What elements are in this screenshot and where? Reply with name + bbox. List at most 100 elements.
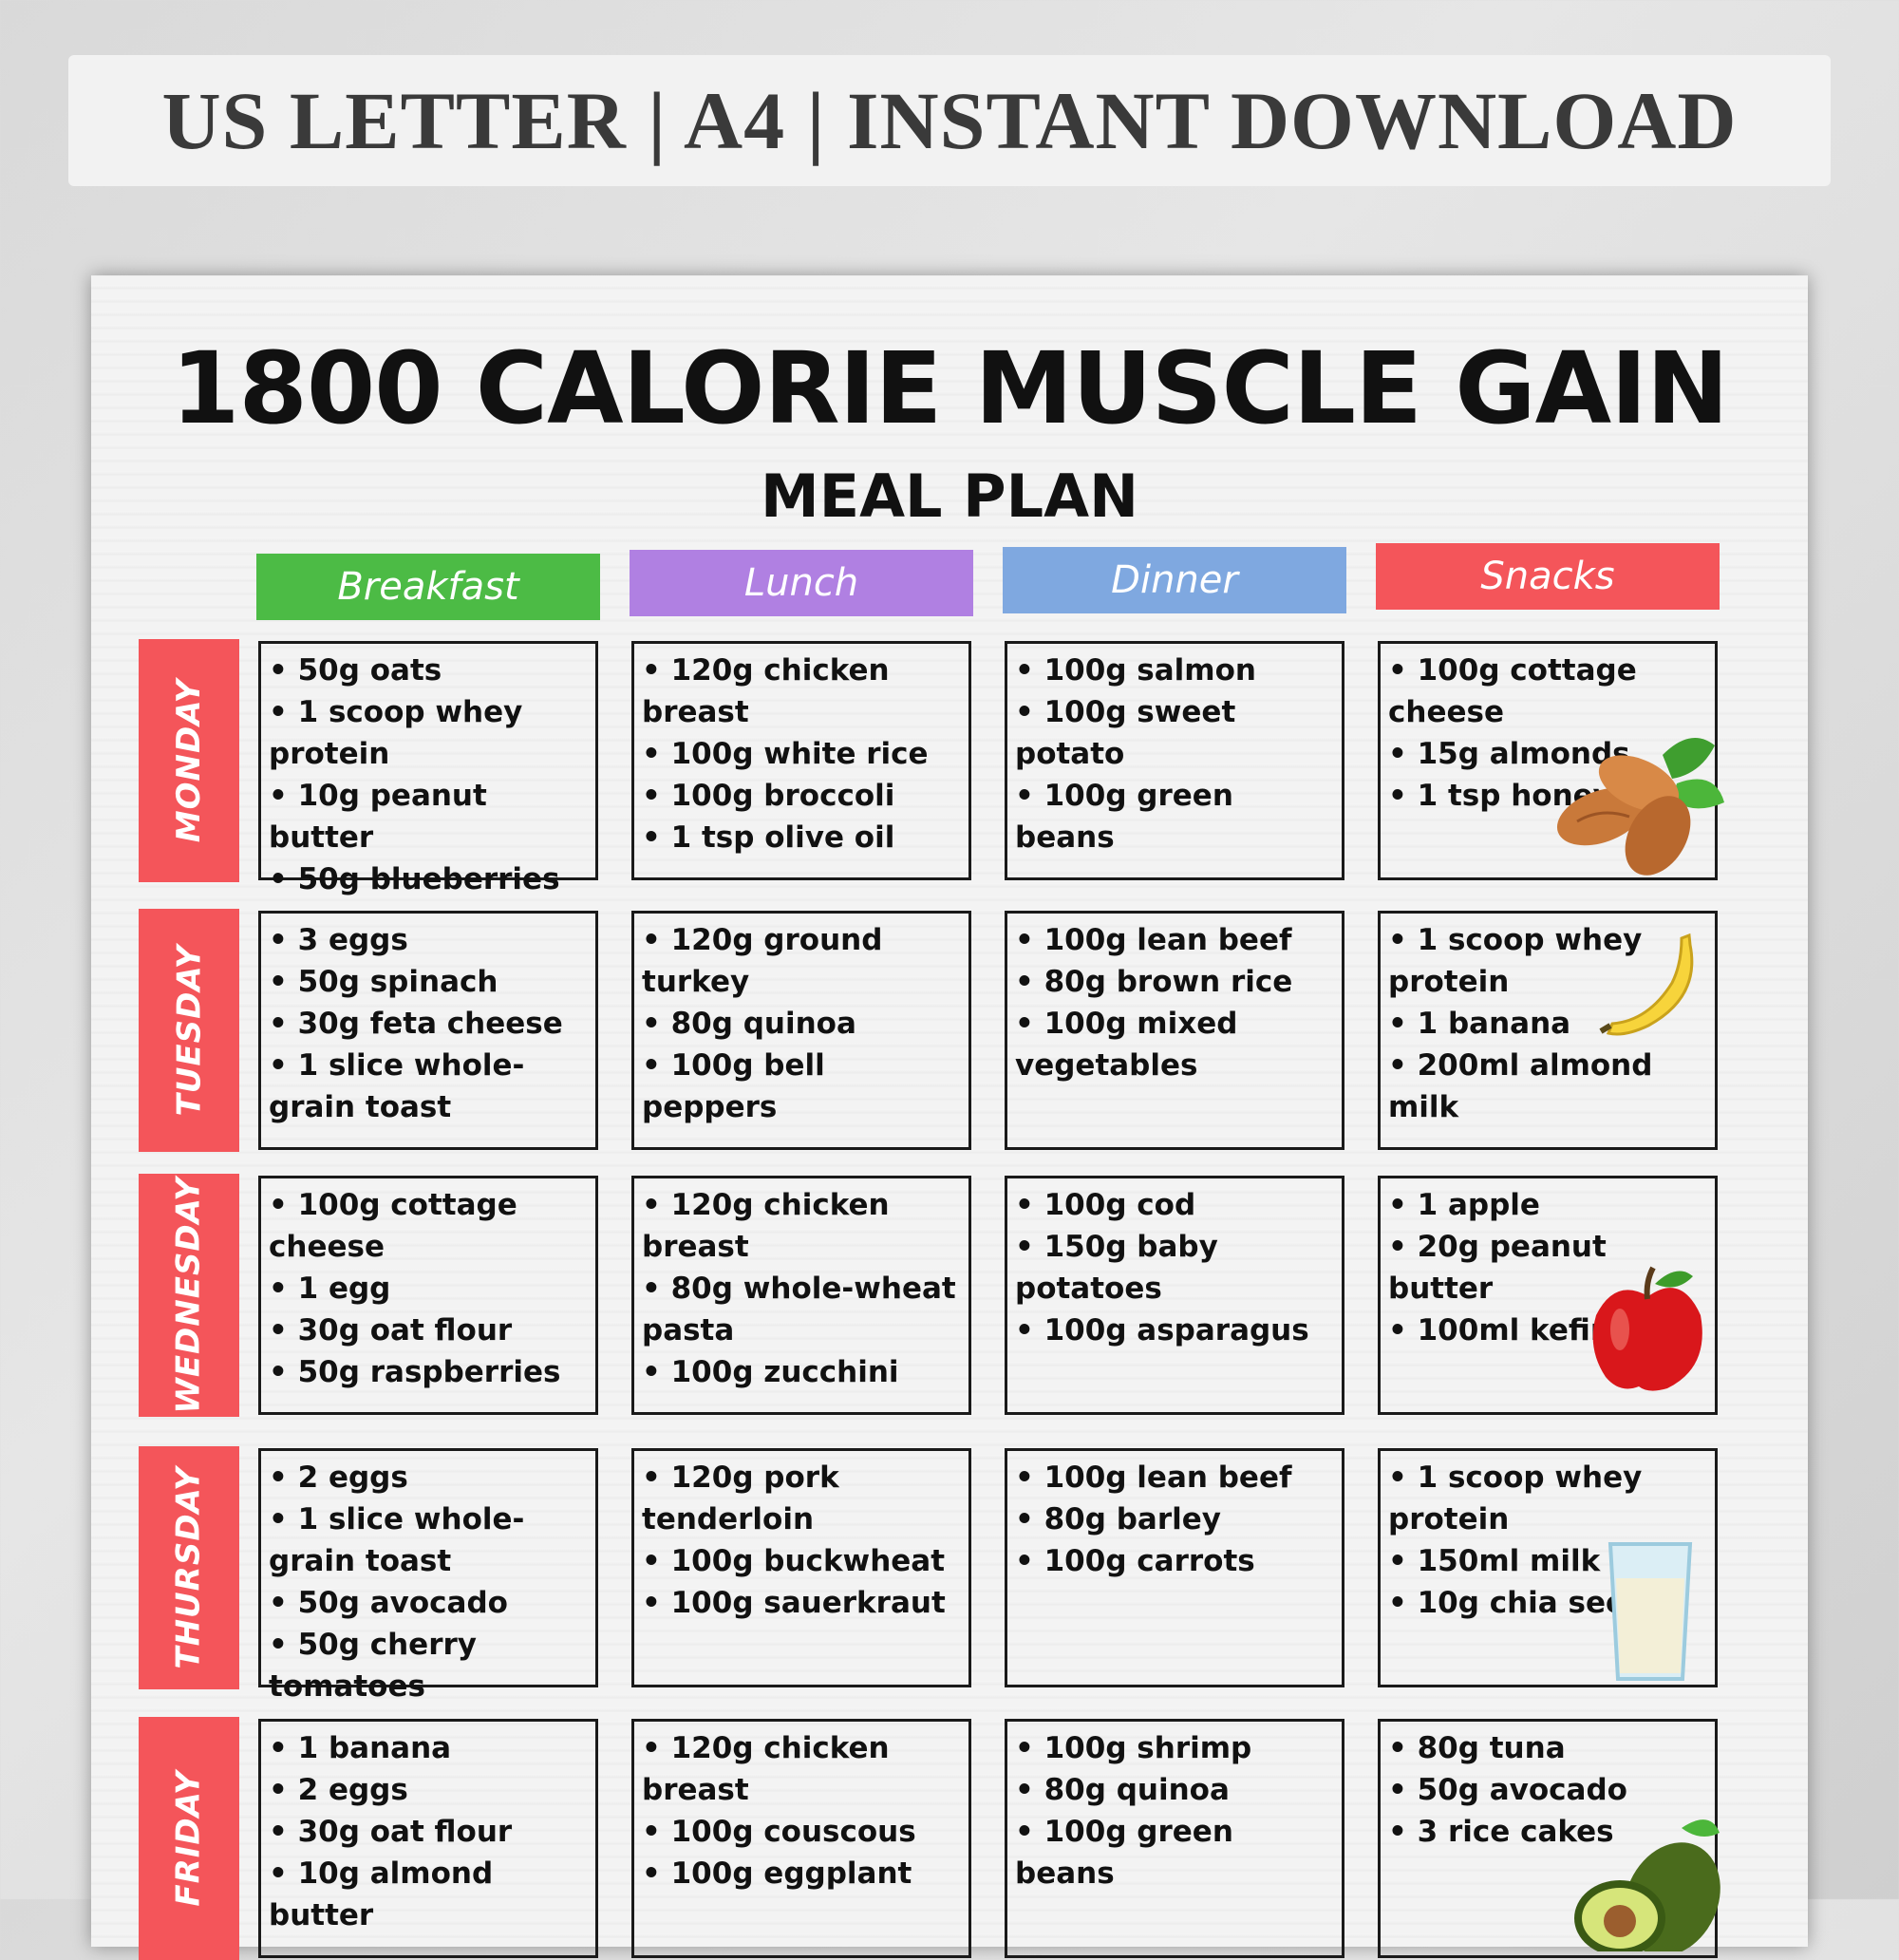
food-item: 200ml almond milk [1388, 1045, 1707, 1128]
food-item: 100g buckwheat [642, 1540, 961, 1582]
food-item: 120g pork tenderloin [642, 1457, 961, 1540]
food-item: 30g oat flour [269, 1310, 588, 1351]
avocado-icon [1574, 1819, 1720, 1951]
meal-plan-sheet: 1800 CALORIE MUSCLE GAIN MEAL PLAN Break… [91, 275, 1808, 1960]
meal-cell-tuesday-snacks: 1 scoop whey protein1 banana200ml almond… [1378, 911, 1718, 1150]
food-item: 50g oats [269, 650, 588, 691]
food-item: 80g quinoa [1015, 1769, 1334, 1811]
meal-cell-monday-lunch: 120g chicken breast100g white rice100g b… [631, 641, 971, 880]
food-item: 100g bell peppers [642, 1045, 961, 1128]
meal-cell-tuesday-breakfast: 3 eggs50g spinach30g feta cheese1 slice … [258, 911, 598, 1150]
food-item: 100g mixed vegetables [1015, 1003, 1334, 1086]
food-item: 50g avocado [269, 1582, 588, 1624]
food-item: 1 slice whole-grain toast [269, 1045, 588, 1128]
food-item: 1 scoop whey protein [269, 691, 588, 775]
top-banner: US LETTER | A4 | INSTANT DOWNLOAD [68, 55, 1831, 186]
food-item: 100g broccoli [642, 775, 961, 817]
meal-cell-monday-dinner: 100g salmon100g sweet potato100g green b… [1005, 641, 1344, 880]
food-list: 120g chicken breast100g couscous100g egg… [642, 1727, 961, 1894]
meal-cell-friday-breakfast: 1 banana2 eggs30g oat flour10g almond bu… [258, 1719, 598, 1958]
food-item: 1 apple [1388, 1184, 1707, 1226]
food-item: 100g sweet potato [1015, 691, 1334, 775]
food-item: 1 scoop whey protein [1388, 1457, 1707, 1540]
food-item: 1 slice whole-grain toast [269, 1498, 588, 1582]
food-item: 100g green beans [1015, 775, 1334, 858]
day-name: FRIDAY [170, 1770, 208, 1907]
meal-cell-tuesday-lunch: 120g ground turkey80g quinoa100g bell pe… [631, 911, 971, 1150]
food-list: 120g pork tenderloin100g buckwheat100g s… [642, 1457, 961, 1624]
day-label-friday: FRIDAY [139, 1717, 239, 1960]
day-label-thursday: THURSDAY [139, 1446, 239, 1689]
meal-cell-friday-lunch: 120g chicken breast100g couscous100g egg… [631, 1719, 971, 1958]
food-item: 100g zucchini [642, 1351, 961, 1393]
page-title: 1800 CALORIE MUSCLE GAIN [171, 330, 1729, 446]
food-item: 100g lean beef [1015, 1457, 1334, 1498]
food-list: 100g salmon100g sweet potato100g green b… [1015, 650, 1334, 858]
food-list: 100g lean beef80g barley100g carrots [1015, 1457, 1334, 1582]
food-item: 1 banana [1388, 1003, 1707, 1045]
food-item: 80g tuna [1388, 1727, 1707, 1769]
day-label-monday: MONDAY [139, 639, 239, 882]
food-item: 100g cod [1015, 1184, 1334, 1226]
food-item: 100g eggplant [642, 1853, 961, 1894]
food-item: 50g spinach [269, 961, 588, 1003]
day-name: TUESDAY [170, 944, 208, 1117]
food-item: 30g oat flour [269, 1811, 588, 1853]
food-item: 120g chicken breast [642, 1184, 961, 1268]
meal-cell-wednesday-lunch: 120g chicken breast80g whole-wheat pasta… [631, 1176, 971, 1415]
food-item: 120g chicken breast [642, 650, 961, 733]
food-list: 1 scoop whey protein1 banana200ml almond… [1388, 919, 1707, 1128]
food-item: 120g ground turkey [642, 919, 961, 1003]
food-item: 1 banana [269, 1727, 588, 1769]
meal-cell-wednesday-breakfast: 100g cottage cheese1 egg30g oat flour50g… [258, 1176, 598, 1415]
meal-cell-wednesday-dinner: 100g cod150g baby potatoes100g asparagus [1005, 1176, 1344, 1415]
meal-cell-monday-snacks: 100g cottage cheese15g almonds1 tsp hone… [1378, 641, 1718, 880]
day-name: WEDNESDAY [170, 1177, 208, 1414]
food-item: 100g cottage cheese [1388, 650, 1707, 733]
food-list: 80g tuna50g avocado3 rice cakes [1388, 1727, 1707, 1853]
food-item: 120g chicken breast [642, 1727, 961, 1811]
food-item: 20g peanut butter [1388, 1226, 1707, 1310]
food-item: 100g green beans [1015, 1811, 1334, 1894]
food-item: 1 scoop whey protein [1388, 919, 1707, 1003]
meal-cell-friday-snacks: 80g tuna50g avocado3 rice cakes [1378, 1719, 1718, 1958]
day-label-wednesday: WEDNESDAY [139, 1174, 239, 1417]
page-subtitle: MEAL PLAN [761, 462, 1138, 531]
banana-icon [1599, 933, 1694, 1036]
food-list: 2 eggs1 slice whole-grain toast50g avoca… [269, 1457, 588, 1707]
almonds-icon [1556, 738, 1724, 876]
food-list: 50g oats1 scoop whey protein10g peanut b… [269, 650, 588, 900]
food-item: 100g white rice [642, 733, 961, 775]
food-item: 50g cherry tomatoes [269, 1624, 588, 1707]
food-item: 50g blueberries [269, 858, 588, 900]
meal-cell-wednesday-snacks: 1 apple20g peanut butter100ml kefir [1378, 1176, 1718, 1415]
food-list: 100g cottage cheese15g almonds1 tsp hone… [1388, 650, 1707, 817]
food-item: 80g barley [1015, 1498, 1334, 1540]
food-item: 30g feta cheese [269, 1003, 588, 1045]
food-list: 100g cottage cheese1 egg30g oat flour50g… [269, 1184, 588, 1393]
day-name: MONDAY [170, 678, 209, 843]
food-list: 120g ground turkey80g quinoa100g bell pe… [642, 919, 961, 1128]
food-item: 100ml kefir [1388, 1310, 1707, 1351]
meal-cell-monday-breakfast: 50g oats1 scoop whey protein10g peanut b… [258, 641, 598, 896]
food-list: 120g chicken breast80g whole-wheat pasta… [642, 1184, 961, 1393]
food-item: 100g lean beef [1015, 919, 1334, 961]
food-item: 1 egg [269, 1268, 588, 1310]
food-item: 100g asparagus [1015, 1310, 1334, 1351]
food-list: 100g shrimp80g quinoa100g green beans [1015, 1727, 1334, 1894]
food-list: 100g lean beef80g brown rice100g mixed v… [1015, 919, 1334, 1086]
food-item: 3 eggs [269, 919, 588, 961]
column-header-breakfast: Breakfast [256, 554, 600, 620]
food-list: 3 eggs50g spinach30g feta cheese1 slice … [269, 919, 588, 1128]
column-header-dinner: Dinner [1003, 547, 1346, 613]
food-item: 50g raspberries [269, 1351, 588, 1393]
food-item: 2 eggs [269, 1457, 588, 1498]
food-item: 80g whole-wheat pasta [642, 1268, 961, 1351]
meal-cell-thursday-lunch: 120g pork tenderloin100g buckwheat100g s… [631, 1448, 971, 1687]
food-item: 100g carrots [1015, 1540, 1334, 1582]
food-item: 150g baby potatoes [1015, 1226, 1334, 1310]
food-item: 100g couscous [642, 1811, 961, 1853]
column-header-lunch: Lunch [630, 550, 973, 616]
meal-cell-tuesday-dinner: 100g lean beef80g brown rice100g mixed v… [1005, 911, 1344, 1150]
food-list: 100g cod150g baby potatoes100g asparagus [1015, 1184, 1334, 1351]
